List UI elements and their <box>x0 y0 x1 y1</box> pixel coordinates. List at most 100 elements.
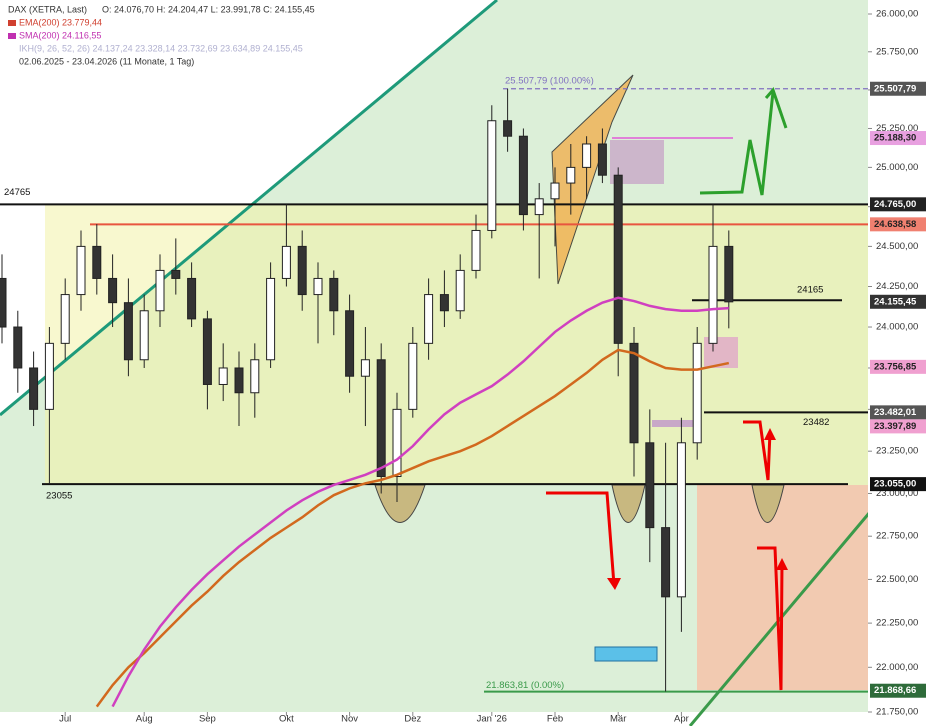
candle-body <box>360 359 370 377</box>
y-tick-label: 24.500,00 <box>876 241 918 252</box>
level-label: 21.863,81 (0.00%) <box>486 680 564 691</box>
legend-swatch <box>8 20 16 26</box>
level-label: 24165 <box>797 285 823 296</box>
bowl <box>374 484 426 523</box>
candle-body <box>629 342 639 444</box>
price-tag-label: 25.188,30 <box>874 133 916 144</box>
price-tag <box>870 294 926 309</box>
y-tick-label: 25.250,00 <box>876 123 918 134</box>
y-tick-label: 23.000,00 <box>876 488 918 499</box>
x-tick-label: Feb <box>547 714 563 725</box>
candle-body <box>250 359 260 394</box>
candle-body <box>645 442 655 529</box>
candle-body <box>455 269 465 312</box>
price-tag-label: 23.055,00 <box>874 479 916 490</box>
header-ikh: IKH(9, 26, 52, 26) 24.137,24 23.328,14 2… <box>19 43 303 53</box>
candle-body <box>0 277 7 328</box>
candle-body <box>582 143 592 168</box>
price-tag <box>870 217 926 232</box>
candle-body <box>471 229 481 271</box>
x-tick-label: Jan '26 <box>477 714 507 725</box>
candle-body <box>392 408 402 477</box>
range-zone <box>45 205 868 485</box>
candle-body <box>187 277 197 320</box>
level-label: 23055 <box>46 491 72 502</box>
indicator-line <box>111 296 729 708</box>
candle-body <box>597 143 607 176</box>
price-tag-label: 21.868,66 <box>874 685 916 696</box>
gap-box <box>652 420 698 427</box>
header-sma: SMA(200) 24.116,55 <box>19 30 101 40</box>
candle-body <box>566 166 576 184</box>
y-tick-label: 21.750,00 <box>876 707 918 718</box>
bowl <box>751 484 785 523</box>
x-tick-label: Mär <box>610 714 626 725</box>
candle-body <box>345 310 355 377</box>
price-tag-label: 23.482,01 <box>874 407 917 418</box>
y-tick-label: 23.250,00 <box>876 446 918 457</box>
header-ohlc: O: 24.076,70 H: 24.204,47 L: 23.991,78 C… <box>102 4 315 14</box>
price-tag-label: 23.397,89 <box>874 421 916 432</box>
candle-body <box>218 367 228 385</box>
price-tag <box>870 359 926 374</box>
candle-body <box>724 245 734 303</box>
y-tick-label: 22.750,00 <box>876 531 918 542</box>
y-tick-label: 24.250,00 <box>876 281 918 292</box>
y-tick-label: 24.000,00 <box>876 322 918 333</box>
candle-body <box>171 269 181 279</box>
candle-body <box>376 359 386 477</box>
candle-body <box>76 245 86 296</box>
candle-body <box>281 245 291 279</box>
channel-lower <box>688 511 872 726</box>
candle-body <box>313 277 323 296</box>
bowl <box>611 484 646 523</box>
y-tick-label: 22.500,00 <box>876 574 918 585</box>
y-tick-label: 25.000,00 <box>876 162 918 173</box>
price-tag-label: 25.507,79 <box>874 83 916 94</box>
candle-body <box>155 269 165 312</box>
header-instrument: DAX (XETRA, Last) <box>8 4 87 14</box>
arrow-down-up <box>743 420 772 481</box>
arrow-down <box>546 491 616 586</box>
arrow-up <box>699 91 775 196</box>
candle-body <box>408 342 418 410</box>
price-tag-label: 24.765,00 <box>874 199 916 210</box>
candle-body <box>329 277 339 312</box>
candle-body <box>550 182 560 200</box>
price-tag-label: 24.155,45 <box>874 296 917 307</box>
indicator-line <box>95 348 730 708</box>
y-tick-label: 22.250,00 <box>876 618 918 629</box>
level-label: 25.507,79 (100.00%) <box>505 75 594 86</box>
candle-body <box>424 294 434 344</box>
candle-body <box>503 120 513 137</box>
y-tick-label: 26.000,00 <box>876 9 918 20</box>
price-tag <box>870 405 926 420</box>
candle-body <box>92 245 102 279</box>
candle-body <box>534 198 544 216</box>
y-tick-label: 25.750,00 <box>876 46 918 57</box>
x-tick-label: Aug <box>136 714 153 725</box>
candle-body <box>44 342 54 410</box>
price-tag-label: 24.638,58 <box>874 219 916 230</box>
arrow-head <box>764 428 776 440</box>
arrow-head <box>764 87 788 129</box>
candle-body <box>676 442 686 598</box>
candle-body <box>518 135 528 216</box>
price-tag <box>870 197 926 212</box>
price-tag <box>870 683 926 698</box>
x-tick-label: Sep <box>199 714 216 725</box>
arrow-head <box>607 578 621 590</box>
candle-body <box>60 294 70 344</box>
y-tick-label: 22.000,00 <box>876 662 918 673</box>
candle-body <box>613 174 623 344</box>
header-range: 02.06.2025 - 23.04.2026 (11 Monate, 1 Ta… <box>19 56 194 66</box>
arrow-down-up <box>757 546 784 691</box>
x-tick-label: Dez <box>404 714 421 725</box>
candle-body <box>487 120 497 231</box>
candle-body <box>708 245 718 344</box>
legend-swatch <box>8 33 16 39</box>
candle-body <box>439 294 449 312</box>
header-ema: EMA(200) 23.779,44 <box>19 17 102 27</box>
candle-body <box>13 326 23 369</box>
